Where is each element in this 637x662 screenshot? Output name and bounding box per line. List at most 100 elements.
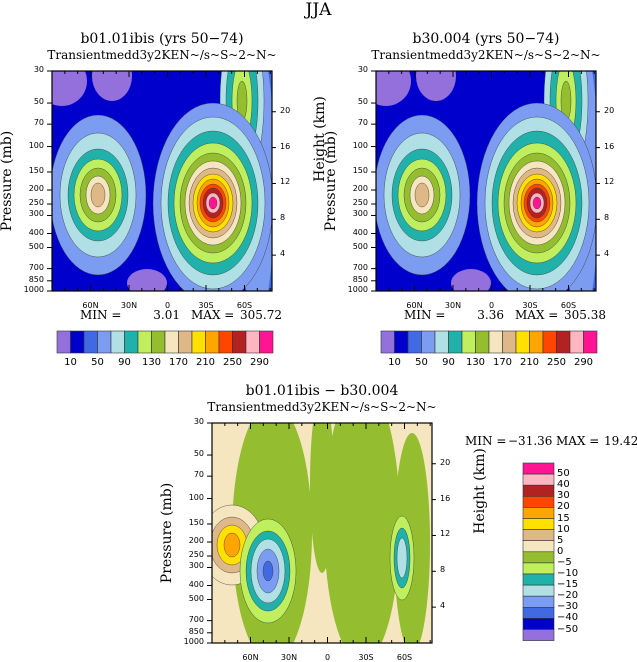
colorbar-label: 40	[557, 479, 570, 491]
y-tick-label: 200	[28, 184, 44, 194]
colorbar-swatch	[137, 330, 152, 354]
colorbar-swatch	[529, 330, 544, 354]
colorbar-swatch	[124, 330, 139, 354]
y-tick-label: 100	[28, 140, 44, 150]
y-tick-label: 100	[188, 492, 204, 502]
contour-plot	[207, 422, 436, 644]
y-tick-label: 50	[193, 449, 204, 459]
x-tick-label: 60S	[236, 301, 253, 310]
colorbar-swatch	[522, 518, 555, 530]
y-tick-label: 1000	[23, 285, 44, 294]
contour-band	[310, 423, 334, 573]
contour-band	[90, 182, 106, 208]
colorbar-swatch	[164, 330, 179, 354]
y-tick-label: 100	[352, 140, 368, 150]
colorbar-label: 210	[519, 357, 540, 368]
colorbar-swatch	[522, 529, 555, 541]
colorbar-swatch	[407, 330, 422, 354]
colorbar-label: 170	[168, 357, 189, 368]
colorbar-swatch	[83, 330, 98, 354]
colorbar-swatch	[178, 330, 193, 354]
colorbar-swatch	[110, 330, 125, 354]
colorbar-swatch	[259, 330, 274, 354]
colorbar-label: 130	[465, 357, 486, 368]
colorbar-swatch	[556, 330, 571, 354]
y-right-tick-label: 20	[604, 105, 615, 115]
colorbar-swatch	[56, 330, 71, 354]
colorbar-label: 290	[249, 357, 270, 368]
figure-title: JJA	[305, 0, 332, 20]
y-right-tick-label: 16	[440, 493, 451, 503]
colorbar-label: 130	[141, 357, 162, 368]
colorbar-swatch	[522, 462, 555, 475]
colorbar-swatch	[522, 551, 555, 564]
colorbar-swatch	[515, 330, 530, 354]
colorbar-swatch	[245, 330, 260, 354]
y-tick-label: 30	[357, 65, 368, 74]
colorbar-label: 50	[557, 468, 570, 480]
colorbar-label: −15	[557, 579, 579, 591]
y-tick-label: 700	[352, 262, 368, 272]
colorbar-swatch	[522, 607, 555, 619]
colorbar-label: 50	[415, 357, 428, 368]
colorbar-swatch	[97, 330, 112, 354]
contour-band	[532, 196, 542, 210]
x-tick-label: 30S	[198, 301, 214, 310]
colorbar-label: 90	[442, 357, 455, 368]
colorbar-label: 250	[546, 357, 567, 368]
y-tick-label: 70	[193, 470, 204, 480]
y-tick-label: 70	[33, 118, 44, 128]
x-tick-label: 30N	[444, 301, 462, 310]
colorbar-label: −50	[557, 623, 579, 635]
y-tick-label: 200	[352, 184, 368, 194]
panel-title: b30.004 (yrs 50−74)	[412, 31, 560, 47]
y-right-tick-label: 12	[440, 529, 451, 539]
colorbar-swatch	[488, 330, 503, 354]
min-label: MIN =	[465, 434, 507, 448]
x-tick-label: 60N	[406, 301, 423, 310]
y-tick-label: 30	[193, 417, 204, 426]
y-tick-label: 250	[28, 198, 44, 208]
colorbar-swatch	[542, 330, 557, 354]
colorbar-swatch	[218, 330, 233, 354]
panel-subtitle: Transientmedd3y2KEN~/s~S~2~N~	[371, 48, 601, 62]
max-label: MAX =	[191, 308, 235, 322]
min-value: −31.36	[508, 434, 553, 448]
y-tick-label: 400	[352, 227, 368, 237]
colorbar-swatch	[394, 330, 409, 354]
x-tick-label: 60S	[560, 301, 577, 310]
colorbar-swatch	[522, 573, 555, 586]
y-right-tick-label: 12	[280, 177, 291, 187]
colorbar-swatch	[475, 330, 490, 354]
y-tick-label: 1000	[183, 637, 204, 646]
x-tick-label: 0	[488, 301, 495, 310]
y-tick-label: 500	[28, 241, 44, 251]
contour-band	[414, 182, 430, 208]
x-tick-label: 60S	[396, 653, 413, 662]
colorbar-swatch	[522, 495, 555, 508]
y-right-tick-label: 12	[604, 177, 615, 187]
contour-band	[262, 560, 274, 582]
colorbar-swatch	[151, 330, 166, 354]
colorbar-label: −20	[557, 590, 579, 602]
panel-title: b01.01ibis − b30.004	[245, 383, 399, 399]
colorbar-label: 0	[557, 545, 564, 557]
contour-band	[324, 423, 400, 643]
max-label: MAX =	[556, 434, 600, 448]
contour-plot	[371, 70, 600, 292]
max-value: 305.38	[564, 308, 606, 322]
y-right-tick-label: 4	[440, 601, 446, 611]
y-tick-label: 150	[352, 165, 368, 175]
contour-band	[208, 196, 218, 210]
x-tick-label: 0	[324, 653, 331, 662]
y-right-tick-label: 4	[280, 249, 286, 259]
plot-frame	[375, 70, 597, 292]
x-tick-label: 30S	[522, 301, 538, 310]
plot-frame	[211, 422, 433, 644]
colorbar-label: 50	[91, 357, 104, 368]
y-tick-label: 850	[352, 274, 368, 284]
y-tick-label: 1000	[347, 285, 368, 294]
y-right-tick-label: 8	[440, 565, 446, 575]
colorbar-swatch	[522, 562, 555, 575]
y-tick-label: 200	[188, 536, 204, 546]
